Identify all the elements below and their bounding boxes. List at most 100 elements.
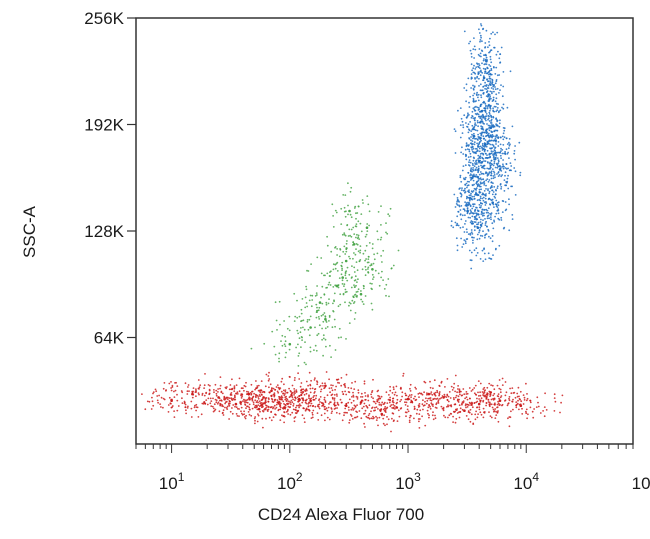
data-point xyxy=(291,411,294,414)
data-point xyxy=(313,349,315,351)
data-point xyxy=(325,301,328,304)
data-point xyxy=(186,390,189,393)
data-point xyxy=(326,409,329,412)
data-point xyxy=(499,109,502,112)
data-point xyxy=(430,391,433,393)
data-point xyxy=(468,202,471,204)
data-point xyxy=(473,106,476,109)
data-point xyxy=(171,405,174,407)
data-point xyxy=(496,185,499,188)
data-point xyxy=(496,136,498,138)
data-point xyxy=(328,298,330,300)
data-point xyxy=(378,284,381,287)
data-point xyxy=(402,372,405,375)
data-point xyxy=(216,402,219,405)
data-point xyxy=(302,398,305,401)
data-point xyxy=(475,254,478,257)
data-point xyxy=(493,149,496,151)
data-point xyxy=(348,421,351,424)
data-point xyxy=(490,134,492,137)
data-point xyxy=(511,387,514,389)
data-point xyxy=(441,395,444,397)
data-point xyxy=(467,145,470,147)
data-point xyxy=(494,158,496,161)
data-point xyxy=(473,249,476,252)
data-point xyxy=(291,384,294,387)
data-point xyxy=(316,383,319,386)
data-point xyxy=(378,401,381,404)
data-point xyxy=(479,394,482,397)
data-point xyxy=(176,393,178,396)
data-point xyxy=(336,401,339,404)
data-point xyxy=(507,417,509,420)
data-point xyxy=(464,240,467,243)
data-point xyxy=(495,410,497,413)
data-point xyxy=(367,258,370,260)
data-point xyxy=(315,316,318,319)
data-point xyxy=(490,97,492,100)
data-point xyxy=(330,394,333,397)
data-point xyxy=(489,83,492,86)
data-point xyxy=(348,304,350,307)
data-point xyxy=(273,404,276,407)
data-point xyxy=(364,259,366,262)
data-point xyxy=(493,90,495,93)
data-point xyxy=(234,402,238,406)
data-point xyxy=(289,401,292,404)
data-point xyxy=(488,162,491,165)
data-point xyxy=(492,394,495,397)
data-point xyxy=(489,49,492,52)
data-point xyxy=(217,401,220,404)
data-point xyxy=(507,151,509,154)
data-point xyxy=(195,403,198,406)
data-point xyxy=(213,403,216,406)
data-point xyxy=(217,388,220,390)
data-point xyxy=(250,383,253,386)
data-point xyxy=(350,408,353,411)
data-point xyxy=(355,225,358,228)
data-point xyxy=(489,143,492,146)
y-axis-label: SSC-A xyxy=(20,205,39,258)
data-point xyxy=(477,71,480,74)
data-point xyxy=(475,189,477,191)
data-point xyxy=(206,403,209,406)
data-point xyxy=(226,396,228,399)
data-point xyxy=(437,399,440,402)
data-point xyxy=(405,401,408,404)
data-point xyxy=(235,384,238,386)
data-point xyxy=(469,121,471,123)
data-point xyxy=(270,419,273,422)
data-point xyxy=(469,152,472,155)
data-point xyxy=(462,126,465,129)
data-point xyxy=(318,407,321,410)
data-point xyxy=(438,391,441,393)
data-point xyxy=(364,265,367,268)
data-point xyxy=(477,179,480,182)
data-point xyxy=(397,249,400,252)
data-point xyxy=(484,72,486,74)
data-point xyxy=(341,390,344,393)
data-point xyxy=(490,87,493,89)
data-point xyxy=(337,305,340,308)
data-point xyxy=(398,415,401,418)
data-point xyxy=(287,413,289,415)
data-point xyxy=(276,384,279,386)
data-point xyxy=(470,198,473,201)
data-point xyxy=(480,224,483,226)
data-point xyxy=(191,392,194,394)
data-point xyxy=(503,179,506,182)
data-point xyxy=(291,401,294,404)
data-point xyxy=(405,394,408,397)
data-point xyxy=(483,193,485,196)
data-point xyxy=(468,191,471,194)
data-point xyxy=(171,386,174,388)
data-point xyxy=(454,130,457,133)
data-point xyxy=(494,147,496,150)
data-point xyxy=(404,392,407,395)
data-point xyxy=(457,200,460,202)
data-point xyxy=(483,54,485,56)
data-point xyxy=(254,404,257,407)
data-point xyxy=(499,391,502,394)
data-point xyxy=(167,411,170,413)
data-point xyxy=(482,392,485,395)
